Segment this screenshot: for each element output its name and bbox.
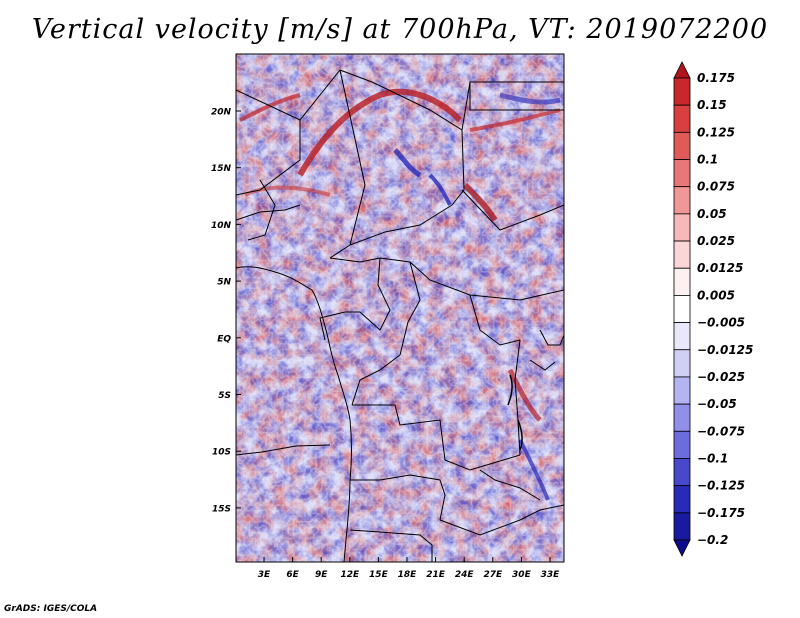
colorbar-label: −0.075 [697,424,745,438]
colorbar-swatch [673,240,691,269]
lon-label: 6E [286,570,299,580]
lat-label: 5N [217,278,231,288]
colorbar-label: −0.05 [697,397,737,411]
colorbar-label: −0.005 [697,316,745,330]
colorbar-label: 0.1 [697,153,718,167]
colorbar-swatch [673,186,691,215]
lat-label: 5S [218,391,231,401]
lat-label: 10N [211,221,232,231]
lon-label: 33E [541,570,561,580]
colorbar-label: 0.05 [697,207,727,221]
colorbar-label: 0.125 [697,125,735,139]
colorbar-swatch [673,159,691,188]
velocity-field [236,54,564,562]
lat-label: 15S [212,504,231,514]
country-borders [236,69,564,562]
colorbar-bottom-arrow [673,539,691,557]
lon-label: 24E [455,570,475,580]
lon-label: 21E [426,570,446,580]
colorbar-swatch [673,322,691,351]
colorbar-swatch [673,104,691,133]
colorbar-label: −0.0125 [697,343,753,357]
colorbar-swatch [673,485,691,514]
colorbar-label: −0.2 [697,533,728,547]
colorbar-label: 0.0125 [697,261,743,275]
colorbar-swatch [673,295,691,323]
colorbar-swatch [673,458,691,487]
lat-label: 20N [211,108,232,118]
colorbar-top-arrow [673,61,691,79]
colorbar-swatch [673,77,691,106]
lon-label: 18E [398,570,418,580]
lon-label: 30E [512,570,532,580]
lon-label: 3E [258,570,271,580]
colorbar-swatch [673,403,691,432]
lon-label: 27E [483,570,503,580]
colorbar-swatch [673,512,691,541]
colorbar-label: 0.075 [697,180,735,194]
colorbar-label: −0.125 [697,479,745,493]
lon-label: 12E [340,570,360,580]
colorbar-label: 0.005 [697,288,735,302]
colorbar: 0.175 0.15 0.125 0.1 0.075 0.05 0.025 0.0125 0.0… [673,61,753,557]
lon-label: 9E [315,570,328,580]
lon-label: 15E [369,570,389,580]
colorbar-swatch [673,213,691,242]
lat-label: 10S [212,448,231,458]
colorbar-swatch [673,349,691,378]
colorbar-label: −0.1 [697,451,728,465]
longitude-axis: 3E 6E 9E 12E 15E 18E 21E 24E 27E 30E 33E [258,557,560,580]
colorbar-label: 0.175 [697,71,735,85]
colorbar-label: −0.025 [697,370,745,384]
colorbar-label: 0.025 [697,234,735,248]
lat-label: 15N [211,164,232,174]
colorbar-swatch [673,376,691,405]
latitude-axis: 20N 15N 10N 5N EQ 5S 10S 15S [211,108,241,514]
colorbar-label: 0.15 [697,98,727,112]
colorbar-label: −0.175 [697,506,745,520]
colorbar-swatch [673,131,691,160]
plot-frame [235,53,565,563]
lat-label: EQ [217,334,231,344]
colorbar-swatch [673,267,691,296]
map-title: Vertical velocity [m/s] at 700hPa, VT: 2… [31,14,769,45]
colorbar-swatch [673,430,691,459]
grads-credit: GrADS: IGES/COLA [4,604,98,614]
